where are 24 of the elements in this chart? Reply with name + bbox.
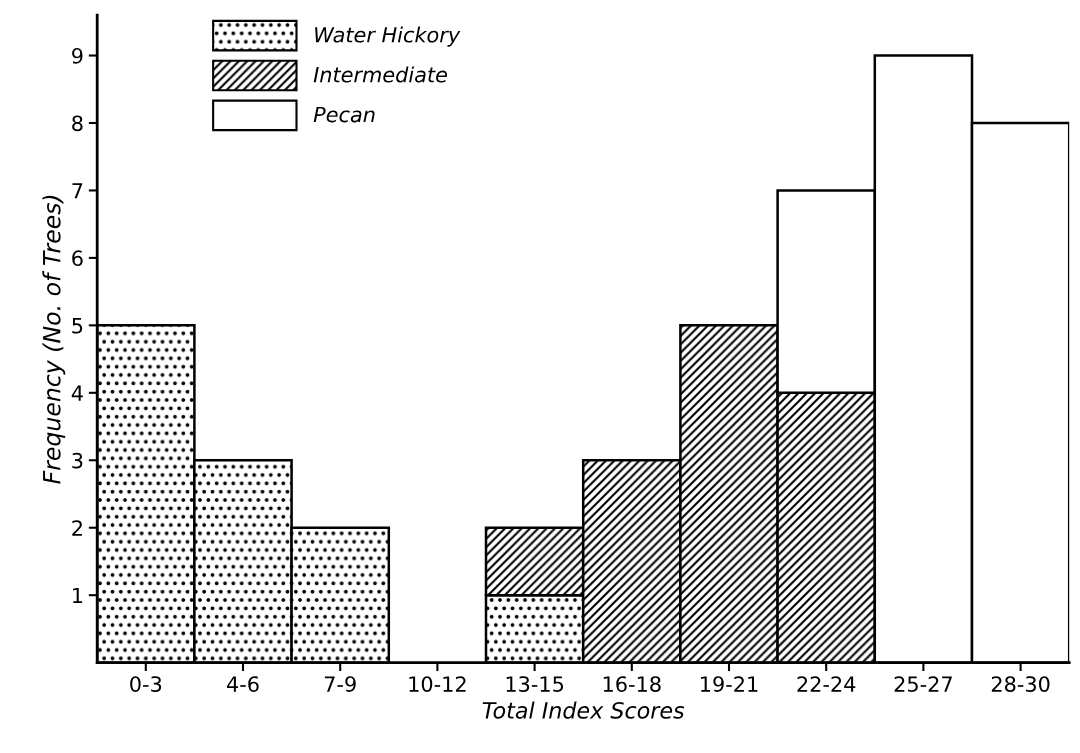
x-tick-label: 0-3: [130, 676, 162, 692]
x-tick-label: 7-9: [324, 676, 356, 692]
x-tick-label: 22-24: [797, 676, 856, 692]
x-tick-label: 4-6: [227, 676, 259, 692]
x-tick-label: 25-27: [894, 676, 952, 692]
y-tick-label: 2: [72, 520, 82, 536]
x-tick-label: 13-15: [506, 676, 564, 692]
y-tick-label: 1: [73, 587, 83, 604]
y-tick-label: 3: [72, 452, 83, 469]
x-tick-label: 28-30: [991, 676, 1050, 692]
y-tick-label: 7: [72, 183, 83, 199]
x-tick-label: 16-18: [603, 676, 661, 692]
y-tick-label: 6: [72, 250, 83, 267]
y-axis-title: Frequency (No. of Trees): [42, 195, 66, 484]
legend-label: Intermediate: [313, 66, 447, 83]
y-tick-label: 5: [72, 318, 83, 334]
x-tick-label: 19-21: [701, 676, 758, 692]
y-tick-label: 8: [72, 115, 83, 132]
y-tick-label: 9: [72, 47, 83, 64]
legend-label: Water Hickory: [315, 26, 461, 47]
y-tick-label: 4: [71, 385, 83, 401]
legend-label: Pecan: [313, 106, 375, 123]
x-tick-label: 10-12: [409, 676, 466, 692]
x-axis-title: Total Index Scores: [482, 701, 685, 719]
